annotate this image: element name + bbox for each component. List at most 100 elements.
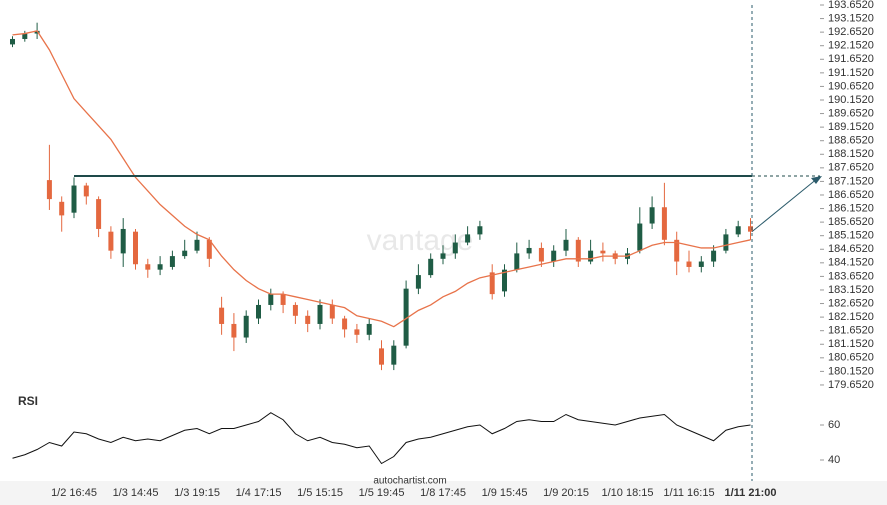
candle-body [133,231,138,265]
x-tick-label: 1/8 17:45 [420,487,466,499]
y-tick-label: 190.1520 [828,94,874,106]
rsi-title: RSI [18,394,38,408]
candle-body [674,239,680,262]
rsi-line [12,412,751,465]
candle-body [379,348,384,365]
candle-body [698,261,704,267]
candle-body [46,180,52,200]
candle-body [465,234,471,243]
candle-body [268,294,274,305]
candle-body [489,272,495,295]
y-tick-label: 187.6520 [828,162,874,174]
candle-body [219,307,225,324]
candle-body [563,239,569,251]
y-tick-label: 192.1520 [828,40,874,52]
candle-body [10,38,15,45]
candle-body [206,239,212,259]
y-tick-label: 193.6520 [828,0,874,11]
x-tick-label: 1/5 15:15 [297,487,343,499]
x-tick-label: 1/11 21:00 [725,487,777,499]
candle-body [711,250,717,262]
y-tick-label: 181.6520 [828,325,874,337]
candle-body [415,275,421,289]
candle-body [317,304,323,324]
candle-body [588,250,594,262]
candle-body [231,323,237,338]
y-tick-label: 179.6520 [828,379,874,391]
candle-body [526,247,532,254]
y-tick-label: 182.6520 [828,297,874,309]
y-tick-label: 60 [828,419,840,431]
y-tick-label: 191.6520 [828,53,874,65]
candle-body [108,231,114,251]
candle-body [502,269,507,292]
y-tick-label: 185.6520 [828,216,874,228]
y-tick-label: 188.6520 [828,135,874,147]
y-tick-label: 190.6520 [828,80,874,92]
y-tick-label: 186.6520 [828,189,874,201]
candle-body [34,30,40,34]
x-axis-band [0,481,887,505]
y-tick-label: 181.1520 [828,338,874,350]
x-tick-label: 1/2 16:45 [51,487,97,499]
candle-body [440,253,446,259]
candle-body [280,294,286,305]
candle-body [649,207,655,224]
candle-body [637,223,643,251]
candle-body [22,33,28,39]
candle-body [428,258,434,276]
candle-body [157,264,163,270]
candle-body [452,242,458,254]
candle-body [600,250,606,254]
candle-body [391,345,397,365]
candle-body [182,250,188,257]
y-tick-label: 189.6520 [828,107,874,119]
candle-body [661,207,667,240]
candle-body [686,261,692,267]
candle-body [735,226,741,235]
candle-body [194,239,200,251]
y-tick-label: 180.6520 [828,352,874,364]
y-tick-label: 183.6520 [828,270,874,282]
candle-body [354,329,360,335]
candle-body [538,247,544,262]
candle-body [59,201,65,216]
x-tick-label: 1/9 15:45 [482,487,528,499]
candle-body [342,318,348,330]
candle-body [120,228,126,254]
candle-body [71,185,77,213]
y-tick-label: 180.1520 [828,365,874,377]
candle-body [748,226,753,232]
y-tick-label: 184.1520 [828,257,874,269]
candle-body [551,250,557,262]
candle-body [292,304,298,316]
y-tick-label: 193.1520 [828,12,874,24]
candle-body [243,315,249,338]
candle-body [145,264,151,270]
x-tick-label: 1/3 19:15 [174,487,220,499]
y-tick-label: 182.1520 [828,311,874,323]
x-tick-label: 1/4 17:15 [236,487,282,499]
y-tick-label: 183.1520 [828,284,874,296]
candle-body [723,234,729,251]
y-tick-label: 188.1520 [828,148,874,160]
y-tick-label: 187.1520 [828,175,874,187]
y-tick-label: 40 [828,454,840,466]
x-tick-label: 1/5 19:45 [359,487,405,499]
candle-body [329,304,335,319]
source: autochartist.com [373,476,446,487]
candle-body [477,226,483,235]
y-tick-label: 184.6520 [828,243,874,255]
y-tick-label: 189.1520 [828,121,874,133]
arrow-head [811,176,822,185]
candle-body [514,253,520,270]
y-tick-label: 186.1520 [828,202,874,214]
moving-average [12,30,751,328]
y-tick-label: 191.1520 [828,67,874,79]
candle-body [256,304,261,319]
candle-body [305,315,311,324]
y-tick-label: 192.6520 [828,26,874,38]
candle-body [403,288,409,346]
x-tick-label: 1/10 18:15 [602,487,654,499]
